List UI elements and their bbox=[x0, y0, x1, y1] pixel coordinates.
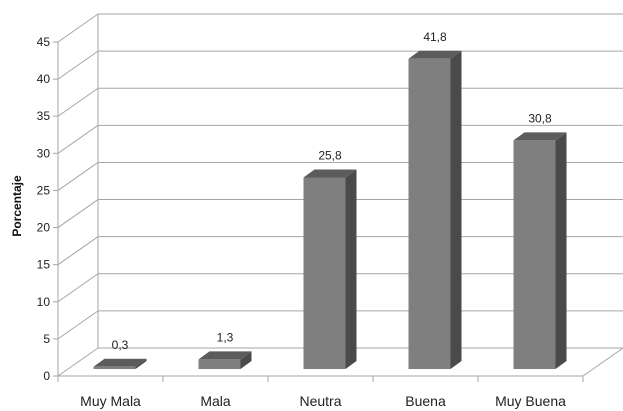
y-tick-label: 25 bbox=[37, 183, 51, 197]
bar-side bbox=[135, 358, 147, 369]
bar-top bbox=[303, 169, 357, 178]
data-label: 1,3 bbox=[217, 330, 234, 344]
bar bbox=[408, 58, 451, 370]
bar-top bbox=[198, 351, 252, 360]
axes bbox=[53, 14, 623, 382]
y-tick-label: 5 bbox=[43, 332, 50, 346]
floor-edge bbox=[582, 347, 623, 377]
x-category-label: Buena bbox=[405, 393, 446, 409]
bar-side bbox=[345, 169, 357, 369]
bar-side bbox=[240, 351, 252, 369]
data-label: 0,3 bbox=[112, 338, 129, 352]
gridline-diagonal bbox=[57, 199, 99, 228]
bar bbox=[198, 359, 241, 369]
bar bbox=[513, 140, 556, 369]
y-axis-title: Porcentaje bbox=[10, 175, 24, 237]
x-category-label: Neutra bbox=[299, 393, 341, 409]
bar-top bbox=[408, 50, 462, 59]
gridline-diagonal bbox=[57, 13, 99, 43]
data-label: 41,8 bbox=[423, 30, 447, 44]
bar bbox=[303, 177, 346, 369]
y-tick-label: 20 bbox=[37, 221, 51, 235]
y-tick-label: 15 bbox=[37, 258, 51, 272]
gridline-diagonal bbox=[57, 347, 99, 377]
y-tick-label: 30 bbox=[37, 146, 51, 160]
bar-side bbox=[450, 50, 462, 370]
gridline-diagonal bbox=[57, 310, 99, 340]
bar-top bbox=[93, 358, 147, 367]
gridline-diagonal bbox=[57, 87, 99, 117]
y-tick-label: 35 bbox=[37, 109, 51, 123]
bar bbox=[93, 366, 136, 369]
data-label: 25,8 bbox=[318, 149, 342, 163]
x-category-label: Muy Buena bbox=[495, 393, 566, 409]
x-category-label: Mala bbox=[200, 393, 231, 409]
y-tick-label: 40 bbox=[37, 72, 51, 86]
gridline-diagonal bbox=[57, 236, 99, 266]
y-tick-label: 10 bbox=[37, 295, 51, 309]
y-tick-label: 45 bbox=[37, 35, 51, 49]
gridline-diagonal bbox=[57, 124, 99, 154]
bar-side bbox=[555, 132, 567, 369]
bars bbox=[93, 50, 567, 370]
gridline-diagonal bbox=[57, 162, 99, 191]
data-label: 30,8 bbox=[528, 111, 552, 125]
gridline-diagonal bbox=[57, 273, 99, 303]
labels: 0 5 10 15 20 25 30 35 40 45 0,3 Muy Mala 1,3 Mala 25,8… bbox=[37, 30, 566, 409]
gridline-diagonal bbox=[57, 50, 99, 80]
bar-top bbox=[513, 132, 567, 141]
x-category-label: Muy Mala bbox=[80, 393, 141, 409]
y-tick-label: 0 bbox=[43, 369, 50, 383]
